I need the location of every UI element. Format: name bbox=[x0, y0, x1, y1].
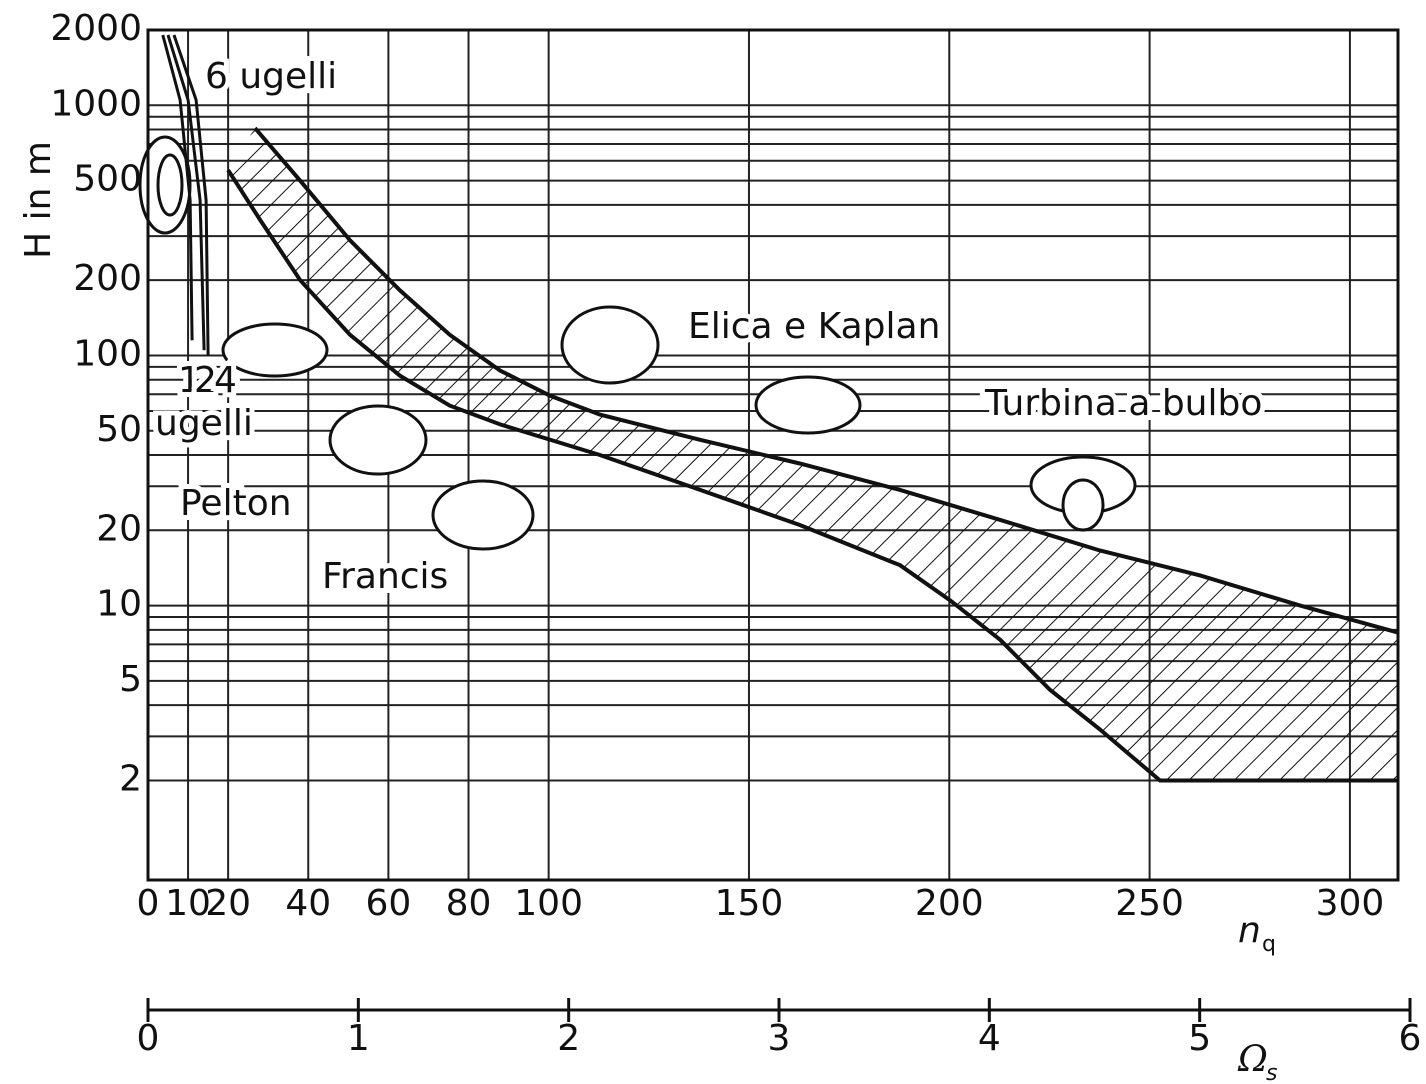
x-tick-label: 10 bbox=[165, 883, 211, 924]
francis-icon bbox=[221, 322, 329, 378]
annotation: 4 bbox=[214, 360, 237, 401]
annotation: Elica e Kaplan bbox=[688, 306, 940, 347]
x-tick-label: 40 bbox=[285, 883, 331, 924]
bulb-icon-hub bbox=[1061, 478, 1105, 532]
x2-tick-label: 2 bbox=[557, 1018, 580, 1059]
y-tick-label: 100 bbox=[73, 333, 142, 374]
y-axis-label: H in m bbox=[18, 141, 59, 259]
x-tick-label: 60 bbox=[365, 883, 411, 924]
x-axis-label: n bbox=[1238, 910, 1261, 951]
pelton-curve bbox=[166, 34, 206, 351]
pelton-curve bbox=[161, 34, 194, 341]
x-axis-label-sub: q bbox=[1262, 932, 1276, 957]
annotation: Turbina a bulbo bbox=[984, 383, 1262, 424]
y-tick-label: 500 bbox=[73, 159, 142, 200]
x2-tick-label: 0 bbox=[137, 1018, 160, 1059]
kaplan-icon bbox=[560, 305, 660, 385]
annotation: 1 bbox=[178, 360, 201, 401]
y-tick-label: 2 bbox=[119, 758, 142, 799]
y-tick-label: 200 bbox=[73, 258, 142, 299]
turbine-icons bbox=[138, 135, 1137, 551]
x2-tick-label: 1 bbox=[347, 1018, 370, 1059]
x-tick-label: 200 bbox=[915, 883, 984, 924]
pelton-curve bbox=[172, 34, 210, 356]
band-upper-curve bbox=[253, 126, 1399, 635]
x-tick-label: 250 bbox=[1115, 883, 1184, 924]
x-tick-label: 80 bbox=[446, 883, 492, 924]
plot-frame bbox=[146, 28, 1400, 882]
y-tick-label: 1000 bbox=[50, 83, 142, 124]
annotation: 6 ugelli bbox=[205, 56, 337, 97]
pelton-icon-hub bbox=[156, 153, 184, 217]
x-tick-label: 0 bbox=[137, 883, 160, 924]
band-hatch bbox=[228, 128, 1399, 781]
annotation: 2 bbox=[194, 360, 217, 401]
x-tick-label: 150 bbox=[715, 883, 784, 924]
y-tick-label: 2000 bbox=[50, 8, 142, 49]
y-tick-label: 50 bbox=[96, 409, 142, 450]
band-lower-curve bbox=[226, 169, 1398, 783]
y-tick-label: 5 bbox=[119, 659, 142, 700]
y-tick-label: 10 bbox=[96, 584, 142, 625]
francis-icon bbox=[328, 404, 428, 476]
x-tick-label: 300 bbox=[1316, 883, 1385, 924]
x2-axis-label: Ω bbox=[1237, 1039, 1268, 1080]
x2-tick-label: 6 bbox=[1399, 1018, 1422, 1059]
x-tick-label: 20 bbox=[205, 883, 251, 924]
x-tick-label: 100 bbox=[514, 883, 583, 924]
kaplan-icon bbox=[754, 375, 862, 435]
x2-tick-label: 5 bbox=[1188, 1018, 1211, 1059]
annotation: ugelli bbox=[155, 403, 253, 444]
annotation: Francis bbox=[322, 556, 448, 597]
x2-tick-label: 4 bbox=[978, 1018, 1001, 1059]
x2-axis-label-sub: s bbox=[1266, 1061, 1277, 1084]
y-tick-label: 20 bbox=[96, 508, 142, 549]
francis-icon bbox=[431, 479, 535, 551]
annotation: Pelton bbox=[180, 483, 292, 524]
x2-tick-label: 3 bbox=[768, 1018, 791, 1059]
